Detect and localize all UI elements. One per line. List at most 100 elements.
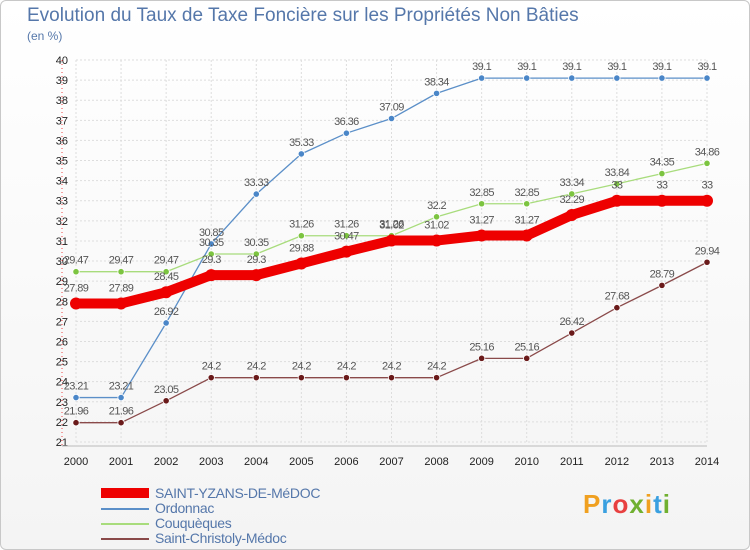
data-point-couqu-ques [342,232,351,240]
data-point-couqu-ques [432,213,441,221]
data-point-couqu-ques [523,200,531,208]
data-label-saint-yzans-de-m-doc: 29.88 [289,242,314,254]
data-point-saint-yzans-de-m-doc [610,194,623,207]
y-tick-label: 35 [56,156,68,168]
y-tick-label: 34 [56,176,68,188]
y-tick-label: 29 [56,276,68,288]
data-point-saint-yzans-de-m-doc [520,229,533,242]
y-tick-label: 36 [56,135,68,147]
data-label-saint-christoly-m-doc: 24.2 [427,361,446,373]
data-point-ordonnac [703,74,711,82]
data-point-saint-christoly-m-doc [478,354,486,362]
data-point-couqu-ques [117,268,125,276]
legend-swatch-ordonnac [101,508,149,510]
data-point-couqu-ques [703,159,711,167]
data-label-couqu-ques: 32.2 [427,200,446,212]
y-tick-label: 33 [56,196,68,208]
data-label-saint-yzans-de-m-doc: 27.89 [64,282,89,294]
data-point-saint-christoly-m-doc [342,374,351,382]
data-label-saint-christoly-m-doc: 24.2 [337,361,356,373]
data-label-couqu-ques: 33.84 [605,167,630,179]
data-label-ordonnac: 39.1 [697,61,716,73]
data-label-couqu-ques: 31.26 [379,219,404,231]
data-point-saint-yzans-de-m-doc [655,194,668,207]
data-label-couqu-ques: 34.86 [695,146,720,158]
data-label-saint-christoly-m-doc: 27.68 [605,291,630,303]
data-label-saint-christoly-m-doc: 25.16 [514,341,539,353]
data-label-saint-yzans-de-m-doc: 33 [656,180,668,192]
data-point-couqu-ques [207,250,215,258]
legend-label: Saint-Christoly-Médoc [155,530,287,546]
data-point-ordonnac [342,129,351,137]
logo-letter: i [662,489,671,519]
logo-letter: i [644,489,654,519]
data-point-couqu-ques [613,180,621,188]
y-tick-label: 27 [56,316,68,328]
data-point-ordonnac [162,319,170,327]
data-label-saint-yzans-de-m-doc: 31.02 [379,220,404,232]
data-point-ordonnac [387,114,396,123]
data-label-saint-yzans-de-m-doc: 32.29 [560,194,585,206]
data-label-saint-yzans-de-m-doc: 31.27 [469,215,494,227]
y-tick-label: 32 [56,216,68,228]
data-label-couqu-ques: 33.34 [560,177,585,189]
data-point-saint-christoly-m-doc [252,374,260,382]
data-label-couqu-ques: 29.47 [109,255,134,267]
y-tick-label: 28 [56,296,68,308]
data-label-ordonnac: 39.1 [472,61,491,73]
legend-swatch-saint-christoly [101,538,149,540]
data-point-saint-yzans-de-m-doc [160,286,173,299]
data-label-couqu-ques: 34.35 [650,157,675,169]
data-point-saint-yzans-de-m-doc [565,209,578,222]
data-point-saint-yzans-de-m-doc [70,297,82,310]
data-point-saint-christoly-m-doc [523,354,531,362]
data-label-couqu-ques: 30.35 [199,237,224,249]
data-label-ordonnac: 35.33 [289,137,314,149]
x-tick-label: 2002 [154,456,178,468]
data-point-ordonnac [613,74,621,82]
data-label-saint-christoly-m-doc: 21.96 [64,406,89,418]
data-label-couqu-ques: 30.35 [244,237,269,249]
x-tick-label: 2012 [605,456,629,468]
y-tick-label: 31 [56,236,68,248]
data-point-saint-yzans-de-m-doc [340,245,353,258]
data-label-ordonnac: 39.1 [562,61,581,73]
data-label-saint-yzans-de-m-doc: 31.27 [514,215,539,227]
x-tick-label: 2005 [289,456,313,468]
data-label-saint-yzans-de-m-doc: 29.3 [247,254,266,266]
x-tick-label: 2006 [334,456,358,468]
data-point-ordonnac [297,150,305,158]
legend-label: Ordonnac [155,500,215,516]
data-point-saint-christoly-m-doc [297,374,305,382]
data-point-ordonnac [207,240,215,248]
data-point-saint-christoly-m-doc [117,419,125,427]
data-label-saint-christoly-m-doc: 29.94 [695,245,720,257]
data-point-ordonnac [117,393,125,402]
x-tick-label: 2007 [379,456,403,468]
data-point-saint-christoly-m-doc [207,374,215,382]
data-point-saint-christoly-m-doc [387,374,396,382]
data-label-saint-christoly-m-doc: 25.16 [469,341,494,353]
data-label-ordonnac: 23.21 [109,381,134,393]
data-label-saint-christoly-m-doc: 23.05 [154,384,179,396]
data-point-couqu-ques [252,250,260,258]
logo-letter: o [612,489,630,519]
data-label-couqu-ques: 32.85 [514,187,539,199]
data-point-saint-yzans-de-m-doc [475,229,488,242]
data-label-saint-christoly-m-doc: 24.2 [247,361,266,373]
data-point-ordonnac [252,190,260,198]
data-point-saint-christoly-m-doc [162,397,170,405]
data-label-ordonnac: 36.36 [334,116,359,128]
data-point-couqu-ques [658,169,666,178]
data-label-saint-christoly-m-doc: 24.2 [382,361,401,373]
y-tick-label: 30 [56,256,68,268]
y-tick-label: 37 [56,115,68,127]
y-tick-label: 38 [56,95,68,107]
data-label-saint-yzans-de-m-doc: 33 [701,180,713,192]
data-label-ordonnac: 39.1 [607,61,626,73]
logo-letter: x [629,489,645,519]
data-label-saint-christoly-m-doc: 24.2 [292,361,311,373]
data-label-couqu-ques: 29.47 [64,255,89,267]
